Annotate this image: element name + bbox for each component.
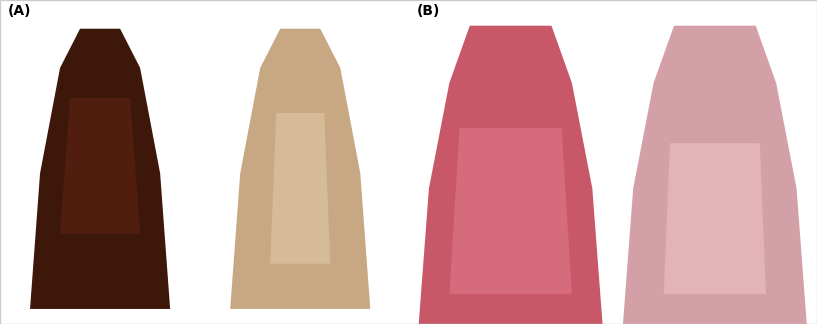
Text: (A): (A) (8, 4, 32, 18)
Polygon shape (270, 113, 330, 264)
Polygon shape (449, 128, 572, 294)
Polygon shape (623, 26, 806, 324)
Polygon shape (663, 143, 766, 294)
Polygon shape (60, 98, 141, 234)
Polygon shape (30, 29, 170, 309)
Text: (B): (B) (417, 4, 440, 18)
Polygon shape (230, 29, 370, 309)
Polygon shape (418, 26, 602, 324)
